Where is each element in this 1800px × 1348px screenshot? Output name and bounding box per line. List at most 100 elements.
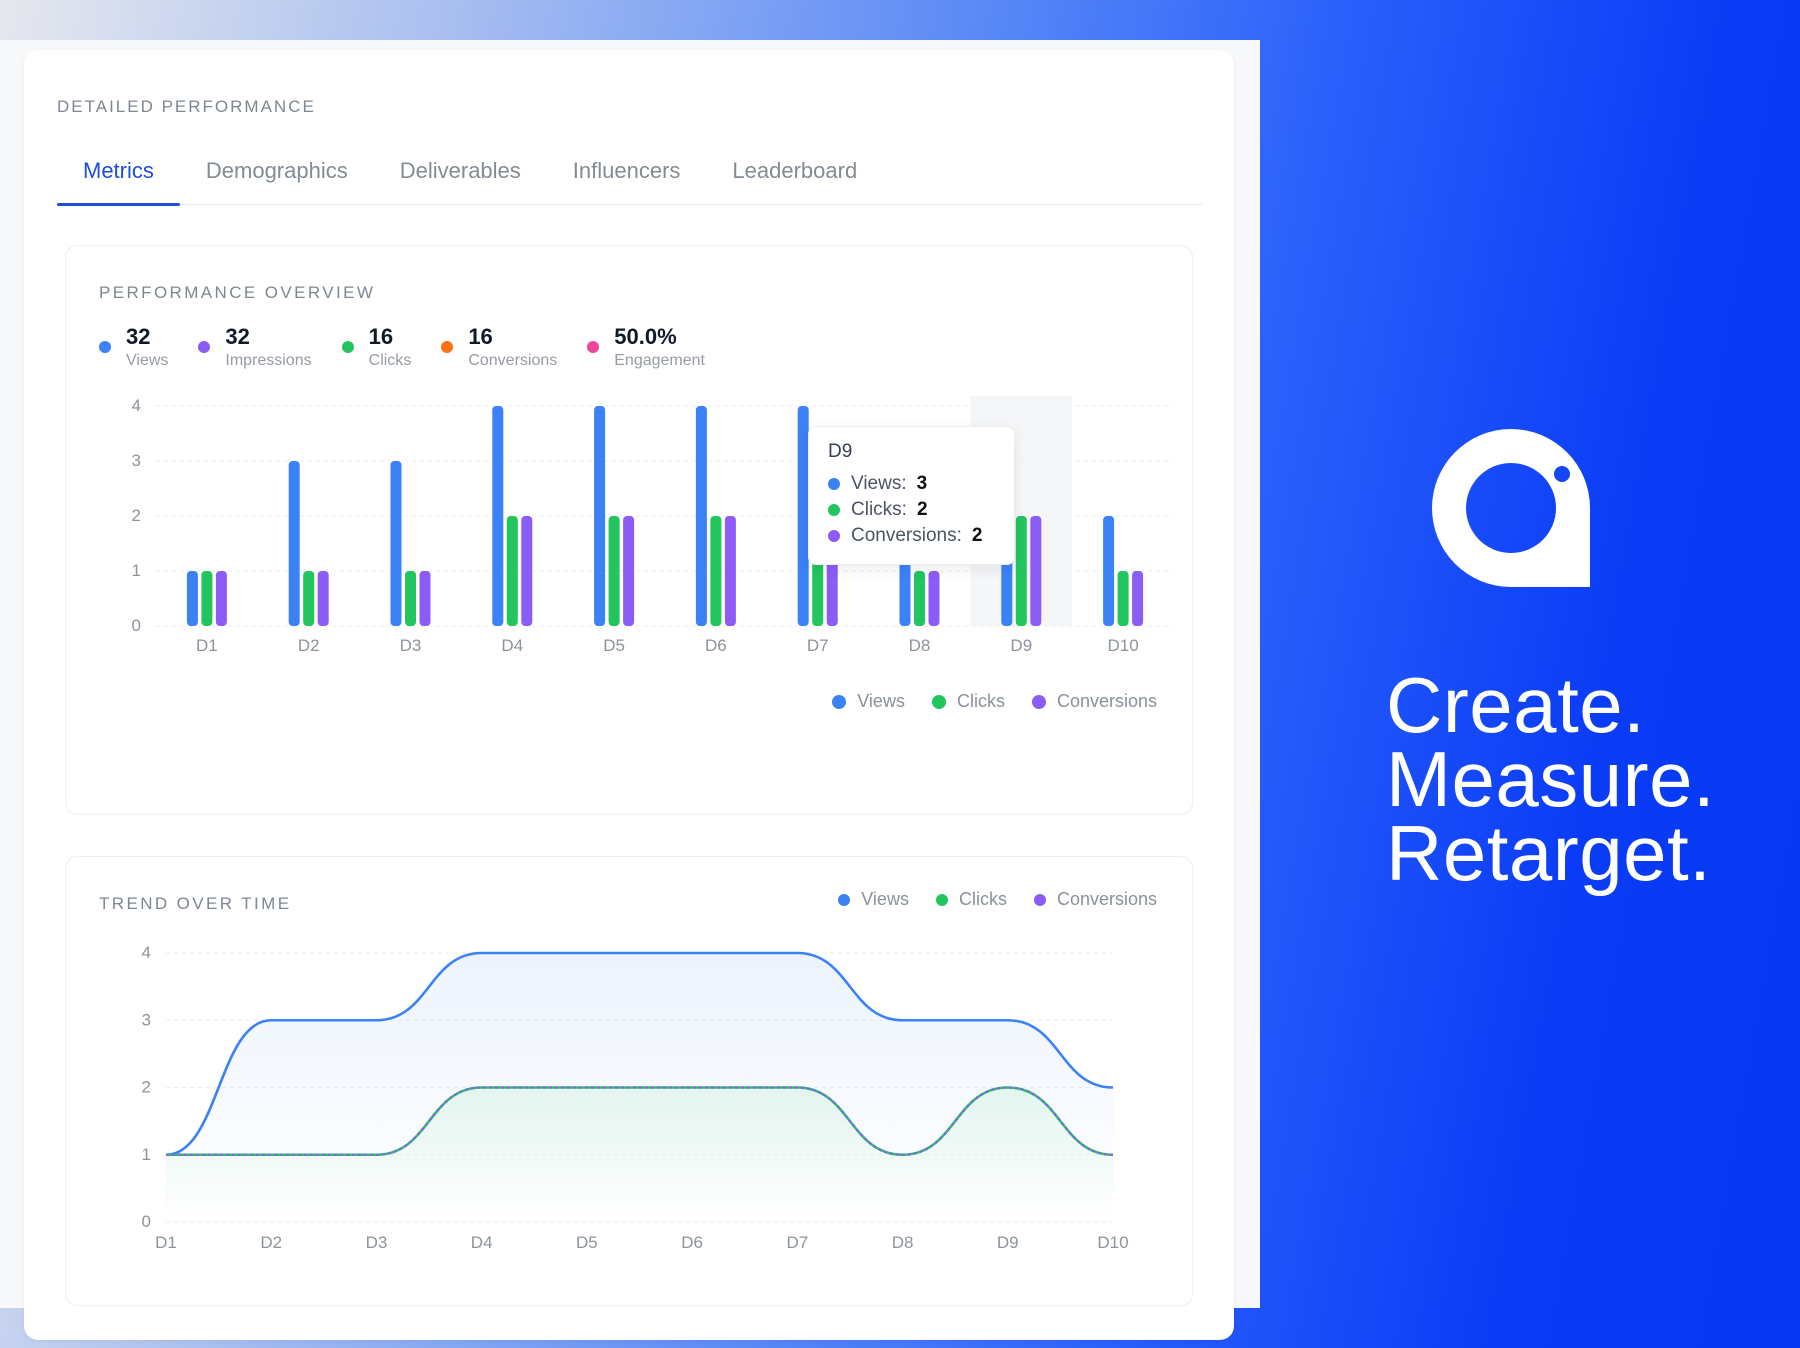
y-tick-label: 1 [142, 1145, 151, 1164]
stats-row: 32 Views 32 Impressions 16 Clicks 16 Con… [99, 324, 735, 372]
x-tick-label: D9 [1010, 636, 1032, 655]
tooltip-title: D9 [828, 441, 853, 462]
bar-clicks-d6 [710, 516, 722, 626]
stat-label: Views [126, 352, 169, 369]
y-tick-label: 3 [142, 1010, 151, 1029]
tooltip-dot [828, 504, 840, 516]
bar-conversions-d3 [419, 571, 431, 626]
bar-views-d10 [1103, 516, 1115, 626]
stat-dot [99, 341, 111, 353]
bar-clicks-d4 [506, 516, 518, 626]
y-tick-label: 2 [132, 506, 141, 525]
x-tick-label: D9 [997, 1233, 1019, 1252]
trend-over-time-card: TREND OVER TIME Views Clicks Conversions… [65, 856, 1193, 1306]
tab-leaderboard[interactable]: Leaderboard [732, 158, 858, 183]
bar-views-d7 [797, 406, 809, 626]
bar-views-d6 [695, 406, 707, 626]
tab-deliverables[interactable]: Deliverables [399, 158, 521, 183]
line-views [165, 951, 1114, 1157]
bar-clicks-d9 [1015, 516, 1027, 626]
legend-swatch [832, 694, 847, 709]
bar-conversions-d8 [928, 571, 940, 626]
bar-chart-legend: Views Clicks Conversions [805, 691, 1157, 712]
chart-tooltip: D9 Views: 3 Clicks: 2 Conversions: 2 [808, 426, 1015, 565]
tooltip-value: 2 [971, 525, 983, 546]
stat-dot [441, 341, 454, 353]
stat-label: Conversions [468, 352, 558, 369]
legend-label: Conversions [1056, 691, 1157, 711]
area-chart[interactable]: 0 1 2 3 4 D1 D2 D3 D4 D5 D6 D7 D8 D9 D10 [66, 857, 1194, 1307]
x-tick-label: D3 [400, 636, 422, 655]
stat-value: 16 [468, 324, 493, 349]
y-tick-label: 3 [132, 451, 141, 470]
legend-item-views[interactable]: Views [832, 691, 905, 712]
tooltip-label: Views: [851, 473, 907, 494]
y-tick-label: 4 [142, 943, 151, 962]
legend-label: Clicks [956, 691, 1005, 711]
legend-label: Views [861, 889, 909, 909]
legend-swatch [838, 893, 851, 906]
tab-demographics[interactable]: Demographics [205, 158, 348, 183]
legend-item-conversions[interactable]: Conversions [1033, 889, 1157, 910]
bar-views-d4 [492, 406, 504, 626]
bar-views-d3 [390, 461, 402, 626]
bar-clicks-d3 [405, 571, 416, 626]
legend-swatch [1031, 694, 1046, 709]
tab-bar: Metrics Demographics Deliverables Influe… [57, 150, 1202, 206]
bar-conversions-d10 [1132, 571, 1144, 626]
y-tick-label: 0 [132, 616, 141, 635]
tagline-line-create: Create. [1386, 661, 1646, 749]
bar-views-d2 [288, 461, 300, 626]
stat-value: 16 [368, 324, 394, 349]
stat-dot [341, 341, 354, 353]
x-tick-label: D10 [1097, 1233, 1128, 1252]
legend-swatch [1033, 893, 1046, 906]
stat-impressions: 32 Impressions [198, 324, 312, 372]
legend-swatch [931, 694, 946, 709]
x-tick-label: D8 [909, 636, 931, 655]
x-tick-label: D4 [501, 636, 523, 655]
bar-clicks-d2 [303, 571, 315, 626]
stat-value: 50.0% [614, 324, 677, 349]
stat-value: 32 [225, 324, 250, 349]
performance-overview-title: PERFORMANCE OVERVIEW [99, 283, 376, 302]
legend-swatch [935, 893, 948, 906]
y-tick-label: 0 [142, 1212, 151, 1231]
tab-influencers[interactable]: Influencers [572, 158, 681, 183]
stat-clicks: 16 Clicks [341, 324, 411, 372]
bar-conversions-d2 [317, 571, 329, 626]
tooltip-dot [828, 530, 840, 542]
bar-conversions-d9 [1030, 516, 1042, 626]
dashboard-panel: DETAILED PERFORMANCE Metrics Demographic… [0, 40, 1260, 1340]
brand-tagline: Create. Measure. Retarget. [1386, 661, 1716, 892]
line-conversions [165, 1086, 1114, 1156]
legend-item-conversions[interactable]: Conversions [1031, 691, 1157, 712]
y-tick-label: 4 [132, 396, 141, 415]
x-tick-label: D3 [366, 1233, 388, 1252]
trend-legend: Views Clicks Conversions [811, 889, 1157, 910]
stat-engagement: 50.0% Engagement [587, 324, 705, 372]
bar-views-d1 [186, 571, 198, 626]
legend-item-clicks[interactable]: Clicks [935, 889, 1007, 910]
x-tick-label: D2 [298, 636, 320, 655]
x-tick-label: D8 [892, 1233, 914, 1252]
legend-item-clicks[interactable]: Clicks [931, 691, 1005, 712]
stat-conversions: 16 Conversions [441, 324, 557, 372]
stat-value: 32 [126, 324, 151, 349]
bar-clicks-d1 [201, 571, 213, 626]
stat-dot [198, 341, 211, 353]
bar-chart[interactable]: 0 1 2 3 4 D1 D2 D3 D4 D5 D6 D7 D8 D9 D10 [66, 246, 1194, 686]
legend-label: Clicks [958, 889, 1007, 909]
x-tick-label: D2 [260, 1233, 282, 1252]
x-tick-label: D5 [576, 1233, 598, 1252]
tagline-line-measure: Measure. [1386, 735, 1716, 823]
tooltip-dot [828, 478, 840, 490]
bar-conversions-d1 [215, 571, 227, 626]
stat-dot [587, 341, 600, 353]
x-tick-label: D4 [471, 1233, 493, 1252]
x-tick-label: D7 [807, 636, 829, 655]
y-tick-label: 1 [132, 561, 141, 580]
tab-metrics[interactable]: Metrics [57, 150, 180, 206]
legend-item-views[interactable]: Views [838, 889, 909, 910]
stat-label: Impressions [225, 352, 312, 369]
